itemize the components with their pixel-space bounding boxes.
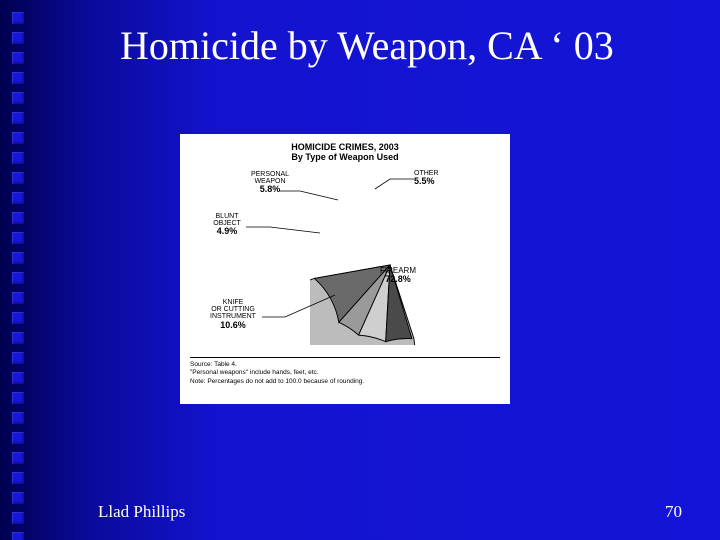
decor-dot xyxy=(12,472,24,484)
footer-author: Llad Phillips xyxy=(98,502,185,522)
label-blunt-pct: 4.9% xyxy=(202,227,252,236)
decor-dot xyxy=(12,392,24,404)
label-firearm-pct: 72.8% xyxy=(380,275,416,285)
decor-dot xyxy=(12,352,24,364)
chart-title-line2: By Type of Weapon Used xyxy=(291,152,398,162)
label-other-pct: 5.5% xyxy=(414,176,435,186)
label-knife-pct: 10.6% xyxy=(198,321,268,330)
decor-dot xyxy=(12,452,24,464)
decor-dot xyxy=(12,492,24,504)
chart-title: HOMICIDE CRIMES, 2003 By Type of Weapon … xyxy=(190,142,500,163)
decor-dot xyxy=(12,72,24,84)
decor-dot xyxy=(12,112,24,124)
label-firearm: FIREARM 72.8% xyxy=(380,267,416,286)
slide-title: Homicide by Weapon, CA ‘ 03 xyxy=(120,22,614,69)
label-personal: PERSONAL WEAPON 5.8% xyxy=(240,171,300,195)
label-blunt: BLUNT OBJECT 4.9% xyxy=(202,213,252,237)
decor-dot xyxy=(12,412,24,424)
label-knife-name: KNIFE OR CUTTING INSTRUMENT xyxy=(198,299,268,321)
decor-dot xyxy=(12,132,24,144)
footnote-1: "Personal weapons" include hands, feet, … xyxy=(190,369,500,377)
decor-dot xyxy=(12,232,24,244)
decor-dot xyxy=(12,32,24,44)
chart-area: KNIFE OR CUTTING INSTRUMENT 10.6% BLUNT … xyxy=(190,167,500,357)
decor-dot xyxy=(12,272,24,284)
decor-dot xyxy=(12,252,24,264)
decor-dot xyxy=(12,192,24,204)
decor-dot xyxy=(12,152,24,164)
label-personal-pct: 5.8% xyxy=(240,185,300,194)
footer-page-number: 70 xyxy=(665,502,682,522)
decor-dot xyxy=(12,332,24,344)
decor-dot-column xyxy=(12,12,24,540)
chart-footnotes: Source: Table 4. "Personal weapons" incl… xyxy=(190,357,500,386)
decor-dot xyxy=(12,52,24,64)
decor-dot xyxy=(12,212,24,224)
decor-dot xyxy=(12,12,24,24)
chart-card: HOMICIDE CRIMES, 2003 By Type of Weapon … xyxy=(180,134,510,404)
decor-dot xyxy=(12,92,24,104)
decor-dot xyxy=(12,172,24,184)
footnote-source: Source: Table 4. xyxy=(190,361,500,369)
footnote-2: Note: Percentages do not add to 100.0 be… xyxy=(190,378,500,386)
label-other: OTHER 5.5% xyxy=(414,169,464,187)
decor-dot xyxy=(12,312,24,324)
label-blunt-name: BLUNT OBJECT xyxy=(202,213,252,228)
label-knife: KNIFE OR CUTTING INSTRUMENT 10.6% xyxy=(198,299,268,330)
label-personal-name: PERSONAL WEAPON xyxy=(240,171,300,186)
decor-dot xyxy=(12,432,24,444)
chart-title-line1: HOMICIDE CRIMES, 2003 xyxy=(291,142,399,152)
decor-dot xyxy=(12,512,24,524)
decor-dot xyxy=(12,372,24,384)
decor-dot xyxy=(12,292,24,304)
decor-dot xyxy=(12,532,24,540)
